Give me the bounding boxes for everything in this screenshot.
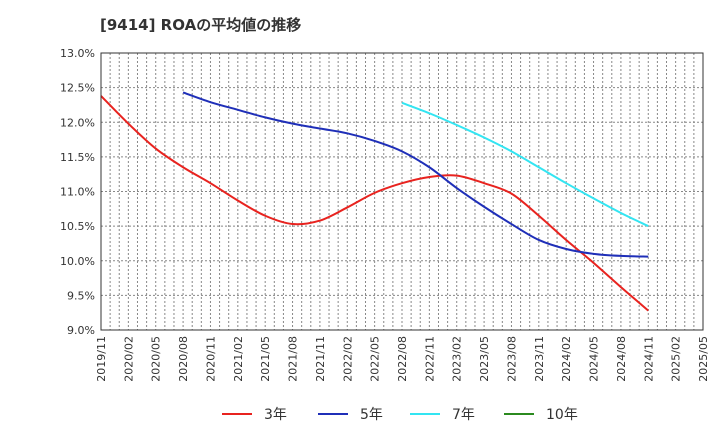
x-tick-label: 2020/02 [122, 336, 135, 382]
x-axis-ticks: 2019/11 2020/02 2020/05 2020/08 2020/11 2021/… [95, 336, 710, 382]
x-tick-label: 2025/05 [697, 336, 710, 382]
x-tick-label: 2023/08 [505, 336, 518, 382]
legend-label: 3年 [264, 407, 287, 423]
x-tick-label: 2020/08 [177, 336, 190, 382]
x-tick-label: 2022/05 [369, 336, 382, 382]
x-tick-label: 2022/02 [341, 336, 354, 382]
x-tick-label: 2024/08 [615, 336, 628, 382]
x-tick-label: 2023/05 [478, 336, 491, 382]
x-tick-label: 2023/02 [451, 336, 464, 382]
y-axis-ticks: 9.0% 9.5% 10.0% 10.5% 11.0% 11.5% 12.0% 12.5% 13… [60, 47, 95, 337]
series-line-1 [182, 91, 649, 258]
x-tick-label: 2019/11 [95, 336, 108, 382]
x-tick-label: 2024/02 [560, 336, 573, 382]
x-tick-label: 2022/08 [396, 336, 409, 382]
x-tick-label: 2020/05 [150, 336, 163, 382]
y-tick-label: 11.5% [60, 151, 95, 164]
x-tick-label: 2021/02 [232, 336, 245, 382]
legend-label: 7年 [452, 407, 475, 423]
series-line-2 [401, 101, 649, 228]
chart-title: [9414] ROAの平均値の推移 [100, 16, 302, 34]
series-line-0 [100, 95, 649, 312]
plot-frame [100, 52, 704, 331]
legend: 3年 5年 7年 10年 [222, 407, 578, 423]
x-tick-label: 2021/05 [259, 336, 272, 382]
x-tick-label: 2020/11 [204, 336, 217, 382]
series-lines [100, 91, 649, 312]
grid [101, 53, 703, 330]
y-tick-label: 9.0% [67, 324, 95, 337]
legend-label: 10年 [546, 407, 578, 423]
x-tick-label: 2021/08 [287, 336, 300, 382]
y-tick-label: 12.0% [60, 116, 95, 129]
x-tick-label: 2021/11 [314, 336, 327, 382]
y-tick-label: 12.5% [60, 82, 95, 95]
x-tick-label: 2022/11 [423, 336, 436, 382]
x-tick-label: 2024/05 [588, 336, 601, 382]
y-tick-label: 13.0% [60, 47, 95, 60]
y-tick-label: 9.5% [67, 289, 95, 302]
x-tick-label: 2023/11 [533, 336, 546, 382]
y-tick-label: 11.0% [60, 186, 95, 199]
legend-label: 5年 [360, 407, 383, 423]
y-tick-label: 10.0% [60, 255, 95, 268]
x-tick-label: 2025/02 [670, 336, 683, 382]
x-tick-label: 2024/11 [642, 336, 655, 382]
y-tick-label: 10.5% [60, 220, 95, 233]
